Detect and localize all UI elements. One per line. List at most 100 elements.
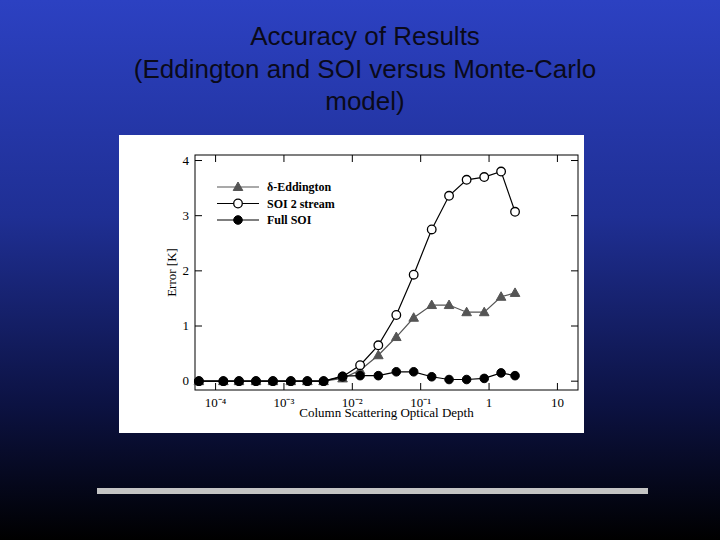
y-tick-label: 1 [183,318,190,333]
y-tick-label: 4 [183,153,190,168]
y-tick-label: 0 [183,373,190,388]
data-point [252,377,261,386]
y-tick [571,160,578,161]
x-tick [352,383,353,390]
slide: Accuracy of Results(Eddington and SOI ve… [0,0,720,540]
data-point [235,377,244,386]
data-point [286,376,296,385]
data-point [219,377,228,386]
legend-marker [234,199,243,208]
data-point [462,375,471,384]
data-point [303,377,312,386]
data-point [287,377,296,386]
plot-marks [194,167,520,385]
y-tick [571,270,578,271]
data-point [269,377,278,386]
x-tick [489,155,490,162]
x-tick [489,383,490,390]
data-point [462,307,472,316]
data-point [338,372,347,381]
data-point [303,376,313,385]
data-point [251,376,261,385]
series-line [199,172,515,382]
data-point [409,313,419,322]
divider-bar [97,488,648,494]
legend-marker [233,182,243,191]
x-tick [352,155,353,162]
data-point [427,372,436,381]
data-point [497,167,506,176]
data-point [427,225,436,234]
data-point [444,300,454,309]
legend-label: δ-Eddington [267,180,332,194]
data-point [427,300,437,309]
data-point [234,376,244,385]
x-tick-label: 1 [486,395,493,410]
data-point [511,371,520,380]
data-point [235,377,244,386]
x-tick-label: 10 [551,395,564,410]
data-point [409,270,418,279]
x-tick [557,155,558,162]
data-point [268,376,278,385]
y-tick-label: 2 [183,263,190,278]
data-point [480,173,489,182]
data-point [511,208,520,217]
data-point [392,332,402,341]
y-axis-label: Error [K] [164,248,179,297]
data-point [392,311,401,320]
x-tick [420,155,421,162]
x-tick-label: 10⁻⁴ [205,395,227,410]
data-point [319,376,329,385]
x-tick [557,383,558,390]
data-point [392,367,401,376]
data-point [479,307,489,316]
data-point [445,192,454,201]
chart-panel [119,135,584,433]
y-tick [195,326,202,327]
legend-label: Full SOI [267,213,312,227]
y-tick [571,326,578,327]
data-point [319,377,328,386]
x-tick [215,383,216,390]
data-point [195,377,204,386]
y-tick-label: 3 [183,208,190,223]
data-point [374,350,384,359]
data-point [338,372,347,381]
x-axis-label: Column Scattering Optical Depth [299,405,474,420]
data-point [497,369,506,378]
data-point [356,371,365,380]
title: Accuracy of Results [250,21,480,51]
y-tick [571,215,578,216]
legend-marker [234,216,243,225]
data-point [252,377,261,386]
data-point [374,371,383,380]
x-tick [283,155,284,162]
data-point [496,292,506,301]
series-line [199,293,515,381]
data-point [287,377,296,386]
data-point [195,377,204,386]
data-point [510,288,520,297]
data-point [480,374,489,383]
x-tick [420,383,421,390]
data-point [409,367,418,376]
data-point [194,376,204,385]
plot-frame [195,155,578,390]
x-tick-label: 10⁻³ [273,395,294,410]
title: (Eddington and SOI versus Monte-Carlo [134,54,596,84]
y-tick [195,270,202,271]
data-point [445,375,454,384]
legend-label: SOI 2 stream [267,197,335,211]
data-point [219,377,228,386]
x-tick [215,155,216,162]
data-point [462,176,471,185]
title: model) [325,86,404,116]
data-point [374,341,383,350]
data-point [303,377,312,386]
y-tick [195,215,202,216]
y-tick [571,381,578,382]
data-point [356,361,365,370]
data-point [219,376,229,385]
data-point [319,377,328,386]
